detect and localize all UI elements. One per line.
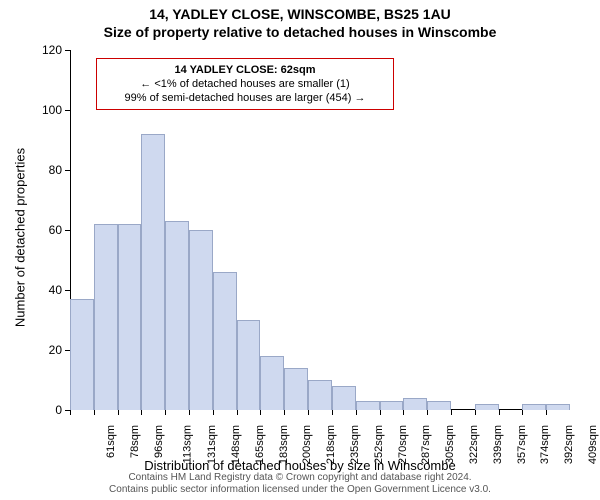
- histogram-bar: [475, 404, 499, 410]
- histogram-bar: [141, 134, 165, 410]
- histogram-bar: [165, 221, 189, 410]
- x-tick: [308, 410, 309, 415]
- x-tick: [546, 410, 547, 415]
- x-tick: [522, 410, 523, 415]
- y-tick-label: 60: [32, 223, 62, 237]
- histogram-bar: [284, 368, 308, 410]
- x-tick: [451, 410, 452, 415]
- y-axis-title: Number of detached properties: [13, 138, 28, 338]
- histogram-bar: [308, 380, 332, 410]
- x-tick: [165, 410, 166, 415]
- chart-plot-area: 02040608010012061sqm78sqm96sqm113sqm131s…: [70, 50, 570, 410]
- footer-line-1: Contains HM Land Registry data © Crown c…: [0, 472, 600, 484]
- y-tick-label: 120: [32, 43, 62, 57]
- chart-sub-title: Size of property relative to detached ho…: [0, 24, 600, 40]
- y-tick: [65, 170, 70, 171]
- x-tick: [94, 410, 95, 415]
- y-tick: [65, 230, 70, 231]
- x-tick: [141, 410, 142, 415]
- histogram-bar: [260, 356, 284, 410]
- x-tick: [427, 410, 428, 415]
- y-tick: [65, 290, 70, 291]
- histogram-bar: [189, 230, 213, 410]
- y-tick-label: 40: [32, 283, 62, 297]
- histogram-bar: [522, 404, 546, 410]
- x-tick: [499, 410, 500, 415]
- x-tick: [237, 410, 238, 415]
- y-tick: [65, 110, 70, 111]
- x-tick: [403, 410, 404, 415]
- histogram-bar: [213, 272, 237, 410]
- histogram-bar: [237, 320, 261, 410]
- x-tick: [118, 410, 119, 415]
- x-tick: [475, 410, 476, 415]
- y-tick-label: 100: [32, 103, 62, 117]
- histogram-bar: [70, 299, 94, 410]
- x-tick: [189, 410, 190, 415]
- y-tick-label: 20: [32, 343, 62, 357]
- histogram-bar: [546, 404, 570, 410]
- chart-main-title: 14, YADLEY CLOSE, WINSCOMBE, BS25 1AU: [0, 6, 600, 22]
- x-tick-label: 78sqm: [129, 425, 141, 458]
- x-tick: [213, 410, 214, 415]
- y-tick: [65, 50, 70, 51]
- histogram-bar: [427, 401, 451, 410]
- x-tick: [284, 410, 285, 415]
- x-tick: [332, 410, 333, 415]
- histogram-bar: [356, 401, 380, 410]
- x-tick: [70, 410, 71, 415]
- histogram-bar: [403, 398, 427, 410]
- histogram-bar: [118, 224, 142, 410]
- x-tick: [356, 410, 357, 415]
- x-tick-label: 96sqm: [153, 425, 165, 458]
- x-axis-title: Distribution of detached houses by size …: [0, 458, 600, 473]
- y-tick-label: 0: [32, 403, 62, 417]
- x-tick: [380, 410, 381, 415]
- x-tick: [260, 410, 261, 415]
- footer-line-2: Contains public sector information licen…: [0, 484, 600, 496]
- histogram-bar: [94, 224, 118, 410]
- x-tick-label: 61sqm: [105, 425, 117, 458]
- histogram-bar: [332, 386, 356, 410]
- histogram-bar: [380, 401, 404, 410]
- y-tick-label: 80: [32, 163, 62, 177]
